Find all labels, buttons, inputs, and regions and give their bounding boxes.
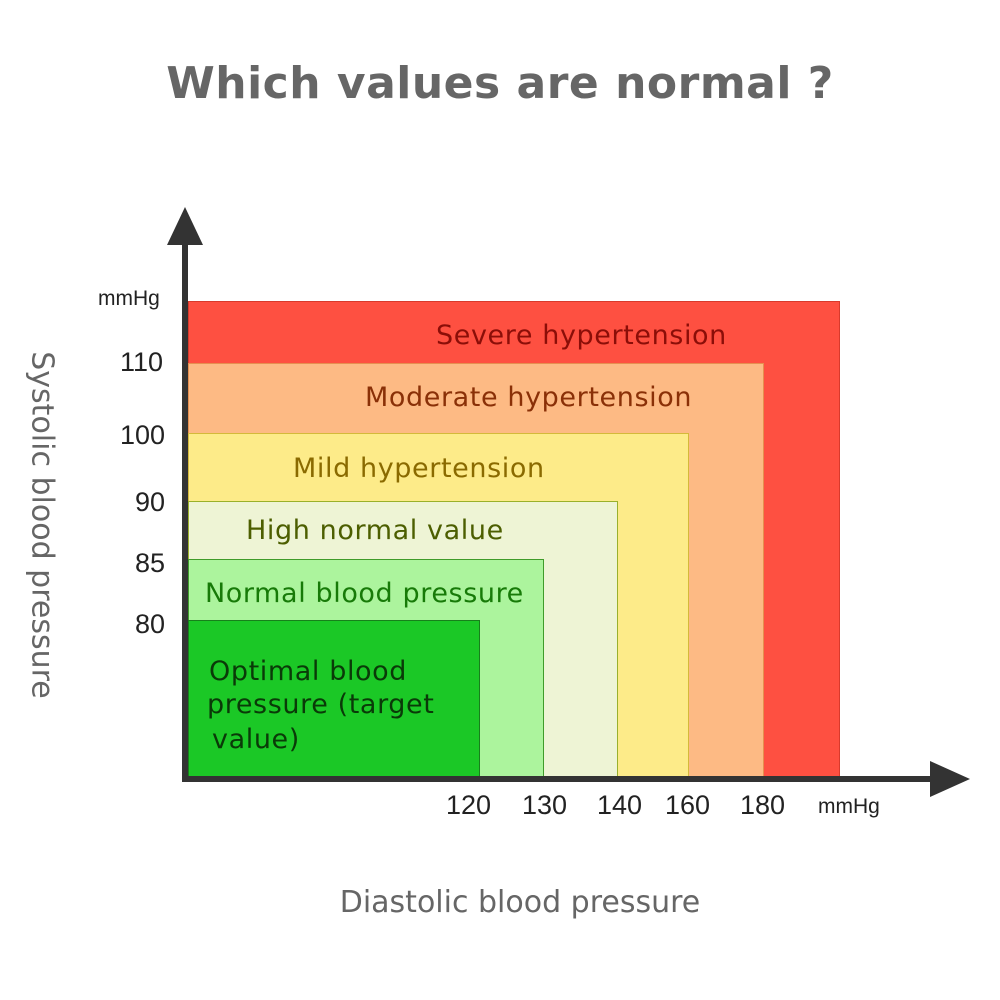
y-tick-label: 90	[135, 487, 166, 517]
x-tick-label: 130	[522, 790, 568, 820]
y-tick-label: 80	[135, 609, 166, 639]
y-axis-label: Systolic blood pressure	[24, 351, 60, 699]
y-tick-label: 100	[120, 420, 166, 450]
x-axis-line	[182, 776, 934, 782]
x-tick-label: 160	[665, 790, 711, 820]
zone-optimal	[188, 620, 480, 778]
y-tick-label: 85	[135, 548, 166, 578]
y-tick-label: 110	[120, 347, 164, 377]
x-axis-arrow-icon	[930, 761, 970, 797]
zone-label-high-normal: High normal value	[246, 515, 504, 546]
zone-label-optimal-line3: value)	[212, 724, 300, 755]
y-axis-line	[182, 240, 188, 782]
zone-label-normal: Normal blood pressure	[205, 578, 524, 609]
zone-label-optimal-line2: pressure (target	[207, 689, 435, 720]
zone-label-optimal-line1: Optimal blood	[209, 656, 408, 687]
zone-label-moderate-hypertension: Moderate hypertension	[365, 382, 693, 413]
y-axis-arrow-icon	[167, 207, 203, 245]
diagram-title: Which values are normal ?	[166, 58, 834, 109]
y-axis-unit: mmHg	[98, 287, 160, 310]
zone-label-severe-hypertension: Severe hypertension	[436, 320, 727, 351]
x-tick-label: 180	[740, 790, 786, 820]
x-axis-unit: mmHg	[818, 795, 880, 818]
x-tick-label: 120	[446, 790, 492, 820]
x-axis-label: Diastolic blood pressure	[339, 885, 701, 920]
x-tick-label: 140	[597, 790, 643, 820]
zone-label-mild-hypertension: Mild hypertension	[293, 453, 545, 484]
